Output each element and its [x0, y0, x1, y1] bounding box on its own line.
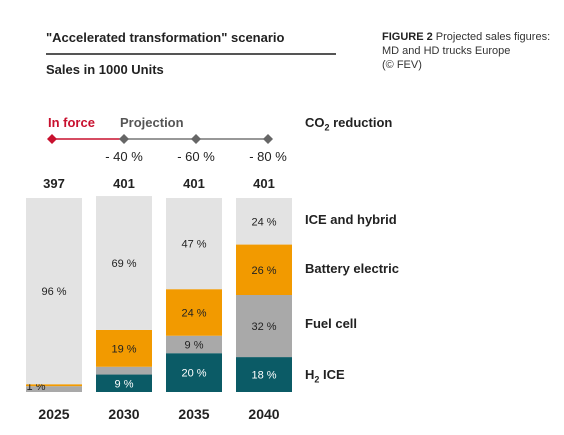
timeline-marker-2040 — [263, 134, 273, 144]
bar-2035-fuel-cell — [166, 335, 222, 354]
legend-in-force: In force — [48, 115, 95, 130]
timeline-marker-2025 — [47, 134, 57, 144]
caption-line-2: MD and HD trucks Europe — [382, 45, 511, 57]
bar-2040-battery-electric — [236, 244, 292, 295]
scenario-title: "Accelerated transformation" scenario — [46, 30, 285, 45]
category-label-h2-ice: H2 ICE — [305, 367, 345, 385]
figure-label: FIGURE 2 — [382, 31, 433, 43]
category-label-fuel-cell: Fuel cell — [305, 316, 358, 331]
caption-line-3: (© FEV) — [382, 59, 422, 71]
bar-2035-battery-electric — [166, 289, 222, 336]
label-2035-ice-and-hybrid: 47 % — [181, 239, 206, 251]
bar-2035-h2-ice — [166, 353, 222, 392]
bar-2040-ice-and-hybrid — [236, 198, 292, 245]
category-label-ice-hybrid: ICE and hybrid — [305, 212, 397, 227]
bar-2040-fuel-cell — [236, 295, 292, 358]
label-2030-h2-ice: 9 % — [115, 378, 134, 390]
bar-2025-fuel-cell — [26, 386, 82, 392]
label-2025-ice-and-hybrid: 96 % — [41, 286, 66, 298]
label-2035-fuel-cell: 9 % — [185, 339, 204, 351]
bar-2040-h2-ice — [236, 357, 292, 392]
label-2040-ice-and-hybrid: 24 % — [251, 216, 276, 228]
label-2040-battery-electric: 26 % — [251, 265, 276, 277]
year-2025: 2025 — [38, 406, 70, 422]
reduction-2040: - 80 % — [249, 149, 287, 164]
total-2030: 401 — [113, 176, 135, 191]
title-divider — [46, 53, 336, 55]
units-subtitle: Sales in 1000 Units — [46, 62, 164, 77]
bar-2030-h2-ice — [96, 374, 152, 392]
figure-caption: FIGURE 2 Projected sales figures: MD and… — [382, 30, 562, 72]
year-2030: 2030 — [108, 406, 140, 422]
label-2030-battery-electric: 19 % — [111, 343, 136, 355]
timeline-marker-2030 — [119, 134, 129, 144]
bar-2025-battery-electric — [26, 384, 82, 387]
reduction-2035: - 60 % — [177, 149, 215, 164]
label-2040-fuel-cell: 32 % — [251, 321, 276, 333]
reduction-2030: - 40 % — [105, 149, 143, 164]
co2-reduction-heading: CO2 reduction — [305, 115, 393, 133]
bar-2030-battery-electric — [96, 329, 152, 367]
caption-line-1: Projected sales figures: — [435, 31, 551, 43]
total-2040: 401 — [253, 176, 275, 191]
total-2035: 401 — [183, 176, 205, 191]
year-2035: 2035 — [178, 406, 210, 422]
label-2035-battery-electric: 24 % — [181, 307, 206, 319]
label-2040-h2-ice: 18 % — [251, 370, 276, 382]
category-label-battery: Battery electric — [305, 261, 399, 276]
bar-2030-fuel-cell — [96, 366, 152, 375]
year-2040: 2040 — [248, 406, 280, 422]
legend-projection: Projection — [120, 115, 184, 130]
label-2035-h2-ice: 20 % — [181, 368, 206, 380]
total-2025: 397 — [43, 176, 65, 191]
bar-2030-ice-and-hybrid — [96, 196, 152, 330]
label-2030-ice-and-hybrid: 69 % — [111, 258, 136, 270]
timeline-marker-2035 — [191, 134, 201, 144]
bar-2025-ice-and-hybrid — [26, 198, 82, 385]
bar-2035-ice-and-hybrid — [166, 198, 222, 290]
